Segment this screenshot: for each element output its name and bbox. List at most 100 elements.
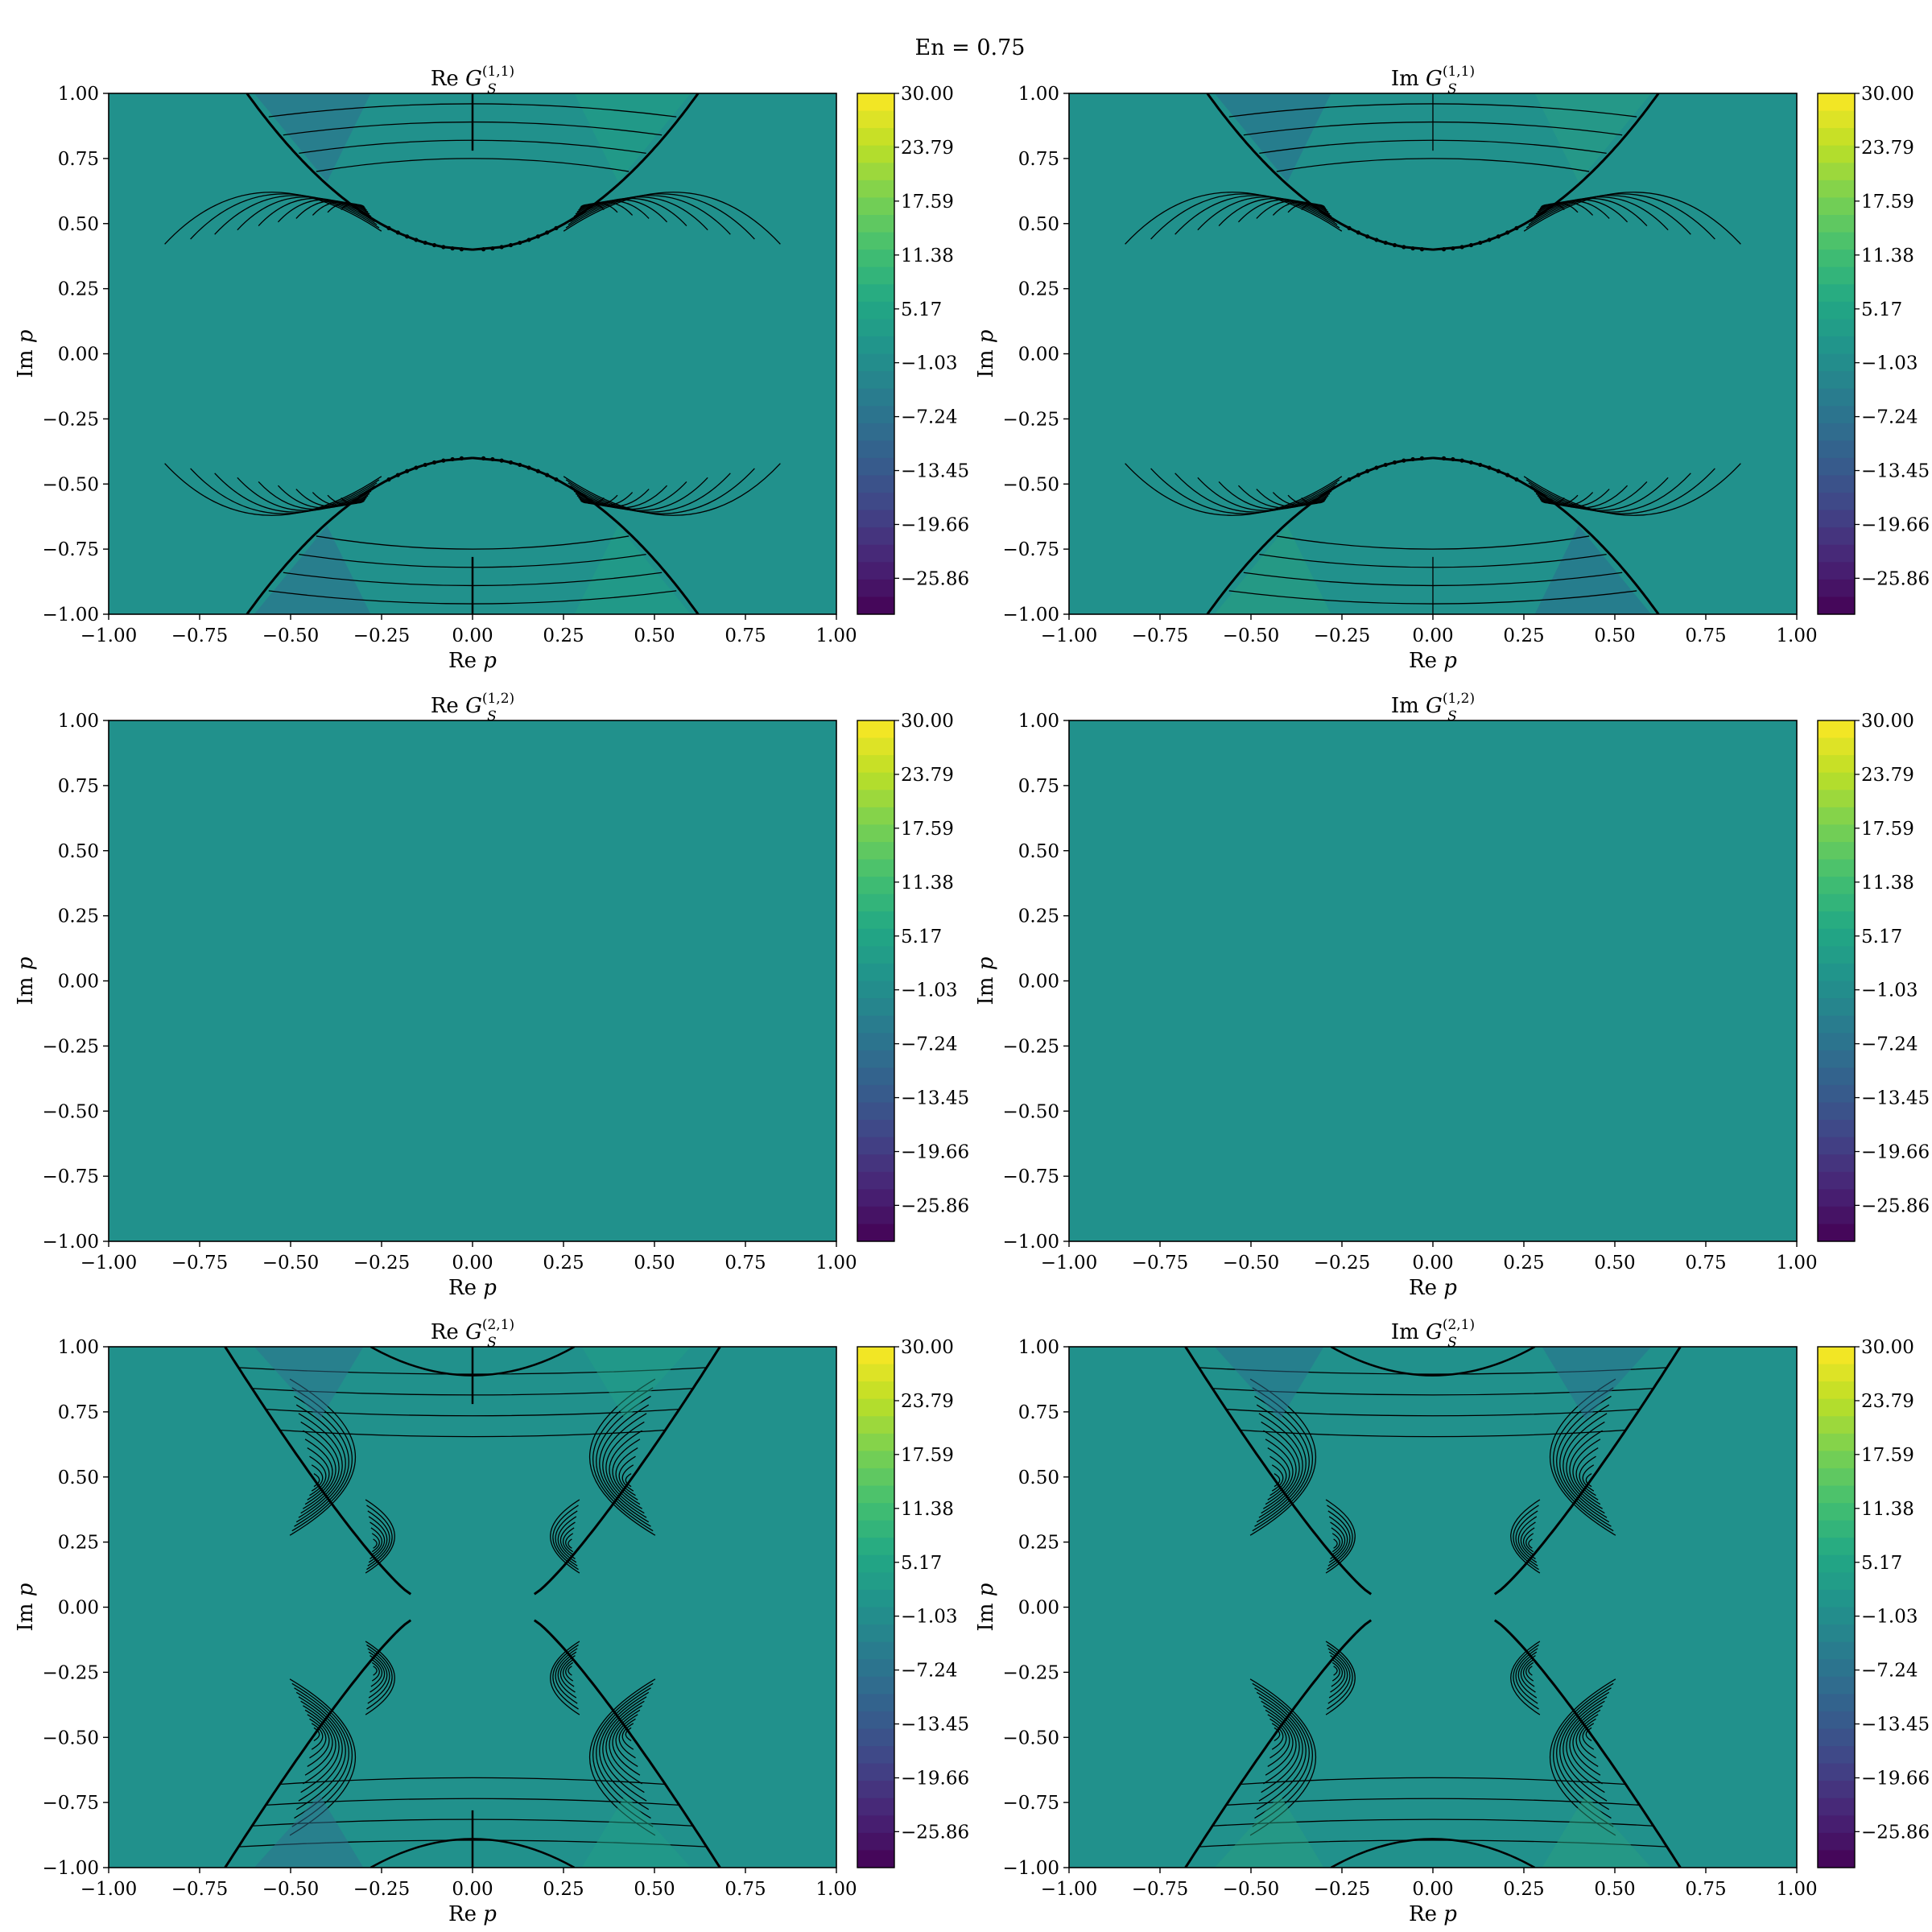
y-tick-label: −0.25 bbox=[1003, 1662, 1059, 1683]
colorbar-band bbox=[857, 336, 894, 355]
colorbar-band bbox=[857, 963, 894, 982]
y-tick-label: 0.50 bbox=[1018, 841, 1059, 862]
contour-line bbox=[568, 1666, 572, 1676]
contour-dot bbox=[490, 246, 495, 251]
colorbar-tick-label: −25.86 bbox=[901, 1822, 969, 1843]
contour-line bbox=[565, 1533, 574, 1553]
colorbar-band bbox=[1818, 1850, 1855, 1868]
contour-line bbox=[1575, 1447, 1599, 1501]
contour-line bbox=[1532, 197, 1648, 226]
lobe-boundary-left bbox=[246, 456, 473, 614]
contour-line bbox=[570, 196, 708, 231]
contour-dot bbox=[1410, 246, 1415, 251]
colorbar-frame bbox=[857, 720, 895, 1242]
colorbar-band bbox=[1818, 353, 1855, 372]
x-tick-label: −0.25 bbox=[1314, 625, 1370, 646]
colorbar-band bbox=[1818, 110, 1855, 129]
y-tick-label: 1.00 bbox=[58, 711, 99, 732]
contour-line bbox=[1528, 473, 1691, 513]
contour-line bbox=[1572, 1439, 1601, 1505]
x-tick-label: −1.00 bbox=[1041, 1879, 1097, 1900]
y-tick-label: 0.50 bbox=[1018, 1468, 1059, 1488]
hourglass-shade-left bbox=[1214, 1347, 1324, 1420]
contour-line bbox=[552, 1644, 579, 1710]
colorbar-frame bbox=[857, 1346, 895, 1868]
colorbar-band bbox=[857, 1398, 894, 1417]
contour-line bbox=[568, 473, 731, 513]
panel-im-g11: −1.00 −0.75 −0.50 −0.25 0.00 0.25 0.50 0.75 1.00… bbox=[974, 64, 1930, 673]
colorbar-band bbox=[857, 790, 894, 808]
y-axis-label: Im p bbox=[974, 1583, 998, 1631]
colorbar-tick-label: −7.24 bbox=[1861, 1661, 1918, 1682]
colorbar-band bbox=[1818, 1832, 1855, 1852]
colorbar-tick-label: 5.17 bbox=[1861, 299, 1902, 320]
colorbar-band bbox=[857, 163, 894, 181]
hourglass-shade-left bbox=[254, 1794, 364, 1868]
colorbar-band bbox=[1818, 544, 1855, 563]
contour-line bbox=[1333, 1538, 1338, 1549]
colorbar-frame bbox=[1817, 1346, 1856, 1868]
colorbar-band bbox=[857, 1711, 894, 1730]
contour-line bbox=[1575, 1714, 1599, 1768]
contour-dot bbox=[1451, 456, 1455, 462]
colorbar-band bbox=[1818, 928, 1855, 947]
x-tick-label: 0.75 bbox=[724, 1879, 766, 1900]
colorbar-band bbox=[857, 841, 894, 861]
colorbar-band bbox=[1818, 963, 1855, 982]
x-tick-label: −0.50 bbox=[1223, 1253, 1279, 1274]
colorbar-band bbox=[857, 232, 894, 250]
colorbar-band bbox=[1818, 1468, 1855, 1487]
x-axis-label: Re p bbox=[1409, 1902, 1457, 1926]
contour-line bbox=[562, 1658, 575, 1687]
y-tick-label: 0.00 bbox=[1018, 345, 1059, 365]
colorbar-band bbox=[1818, 1572, 1855, 1591]
x-tick-label: −0.75 bbox=[171, 1253, 228, 1274]
contour-line bbox=[1267, 1447, 1290, 1501]
contour-line bbox=[572, 481, 687, 510]
y-tick-label: −0.25 bbox=[1003, 409, 1059, 430]
colorbar-tick-label: 30.00 bbox=[1861, 1337, 1914, 1358]
colorbar-band bbox=[1818, 232, 1855, 250]
y-tick-label: 1.00 bbox=[1018, 84, 1059, 105]
contour-line bbox=[1269, 1455, 1287, 1496]
y-tick-label: 0.25 bbox=[1018, 906, 1059, 927]
contour-line bbox=[369, 1654, 386, 1693]
colorbar-band bbox=[1818, 371, 1855, 390]
panel-grid: −1.00 −0.75 −0.50 −0.25 0.00 0.25 0.50 0.75 1.00… bbox=[14, 64, 1930, 1926]
x-tick-label: 0.00 bbox=[1412, 1253, 1453, 1274]
panel-im-g12: −1.00 −0.75 −0.50 −0.25 0.00 0.25 0.50 0.75 1.00… bbox=[974, 691, 1930, 1300]
contour-line bbox=[1569, 1430, 1603, 1509]
contour-dot bbox=[554, 225, 559, 230]
contour-line bbox=[621, 1723, 634, 1750]
x-tick-label: 0.50 bbox=[1594, 1253, 1635, 1274]
colorbar-band bbox=[1818, 475, 1855, 493]
panel-title: Re G(1,2) S bbox=[431, 691, 514, 724]
contour-dot bbox=[545, 473, 550, 477]
colorbar-band bbox=[857, 1381, 894, 1400]
contour-layer bbox=[164, 93, 781, 614]
contour-dot bbox=[535, 469, 540, 473]
y-tick-label: 0.25 bbox=[58, 279, 99, 300]
colorbar-band bbox=[1818, 1781, 1855, 1799]
x-tick-label: −0.25 bbox=[353, 625, 410, 646]
colorbar-band bbox=[1818, 737, 1855, 756]
x-tick-label: −0.50 bbox=[262, 1253, 319, 1274]
contour-line bbox=[1523, 192, 1741, 245]
colorbar-band bbox=[1818, 562, 1855, 580]
contour-line bbox=[555, 1510, 578, 1567]
colorbar-tick-label: 11.38 bbox=[901, 1499, 954, 1520]
contour-line bbox=[1331, 1662, 1340, 1682]
contour-dot bbox=[441, 245, 446, 250]
contour-dot bbox=[554, 477, 559, 482]
contour-line bbox=[609, 1705, 642, 1785]
colorbar-band bbox=[1818, 1503, 1855, 1521]
colorbar-band bbox=[857, 423, 894, 441]
colorbar-band bbox=[857, 128, 894, 147]
colorbar-band bbox=[857, 353, 894, 372]
contour-dot bbox=[1347, 225, 1352, 230]
colorbar-band bbox=[1818, 388, 1855, 407]
contour-dot bbox=[1459, 245, 1464, 250]
x-tick-label: 0.50 bbox=[634, 1879, 675, 1900]
colorbar-band bbox=[857, 579, 894, 598]
